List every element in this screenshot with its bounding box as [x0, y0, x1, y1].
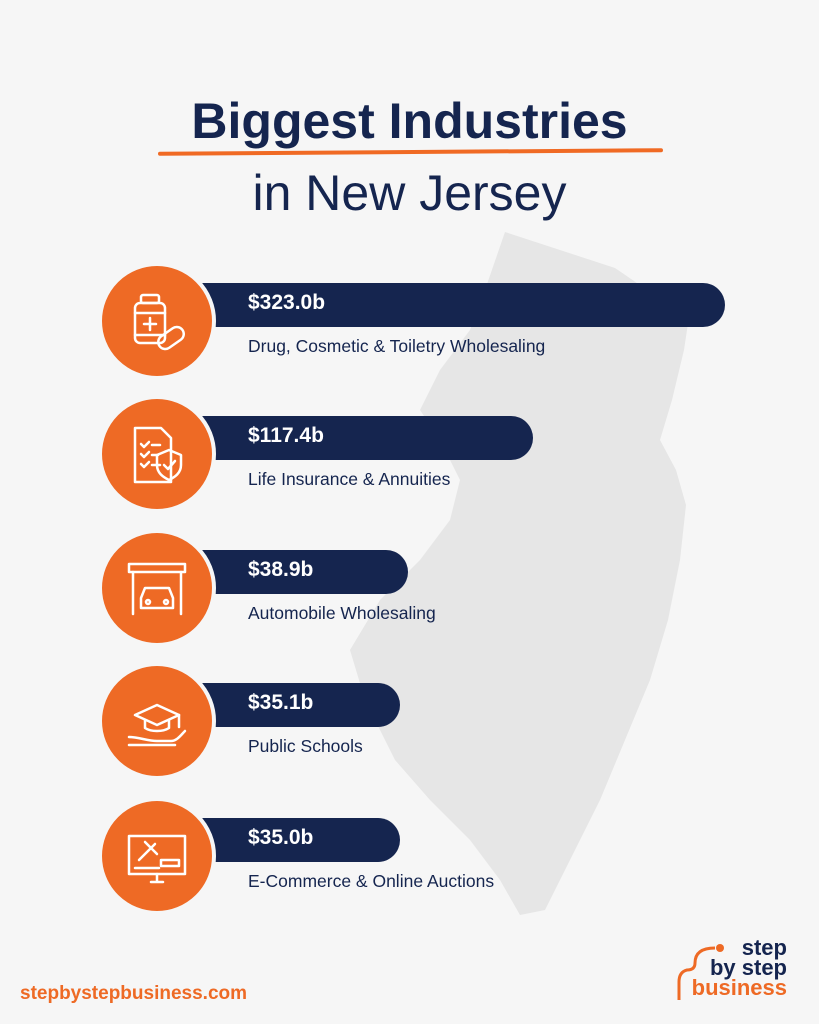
auction-gavel-monitor-icon [98, 797, 216, 915]
title-line-1: Biggest Industries [191, 93, 628, 149]
bar [200, 683, 400, 727]
industry-row: $35.1b Public Schools [0, 662, 819, 788]
category-label: E-Commerce & Online Auctions [248, 871, 495, 891]
value-label: $38.9b [248, 558, 314, 581]
value-label: $323.0b [248, 291, 326, 314]
title-line-2: in New Jersey [252, 165, 567, 221]
value-label: $117.4b [248, 424, 324, 447]
industry-row: $323.0b Drug, Cosmetic & Toiletry Wholes… [0, 262, 819, 388]
value-label: $35.1b [248, 691, 314, 714]
bar [200, 416, 533, 460]
logo-line-3: business [691, 975, 787, 1000]
stepbystep-logo: step by step business [665, 935, 795, 1002]
bar [200, 550, 409, 594]
category-label: Life Insurance & Annuities [248, 469, 451, 489]
medicine-bottle-pills-icon [98, 262, 216, 380]
bar [200, 283, 726, 327]
logo-line-2: by step [709, 955, 787, 980]
industry-row: $117.4b Life Insurance & Annuities [0, 395, 819, 521]
footer-url[interactable]: stepbystepbusiness.com [20, 983, 248, 1004]
category-label: Public Schools [248, 736, 363, 756]
category-label: Automobile Wholesaling [248, 603, 436, 623]
category-label: Drug, Cosmetic & Toiletry Wholesaling [248, 336, 546, 356]
graduation-cap-hand-icon [98, 662, 216, 780]
logo-line-1: step [741, 935, 787, 960]
value-label: $35.0b [248, 826, 314, 849]
industry-row: $35.0b E-Commerce & Online Auctions [0, 797, 819, 923]
industry-row: $38.9b Automobile Wholesaling [0, 529, 819, 655]
garage-car-icon [98, 529, 216, 647]
bar [200, 818, 400, 862]
insurance-document-shield-icon [98, 395, 216, 513]
